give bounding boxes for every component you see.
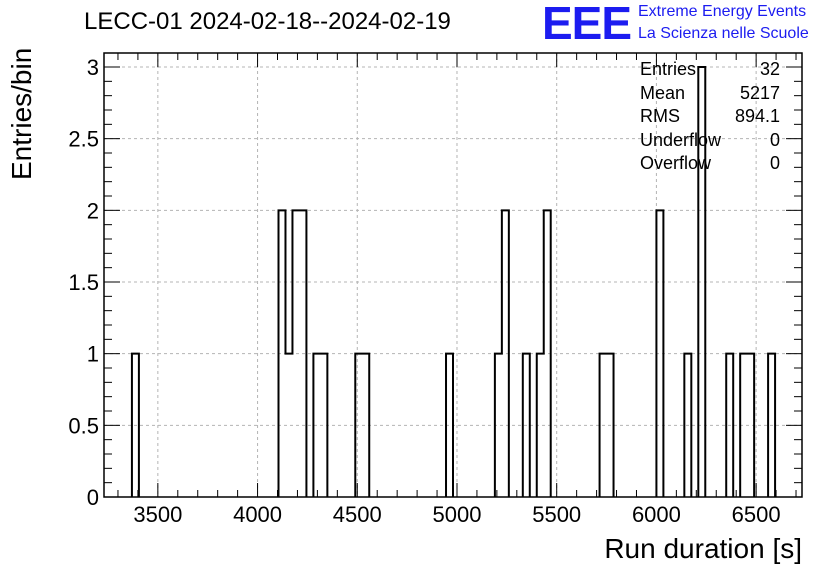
stat-label: Underflow	[640, 129, 722, 150]
y-tick-label: 2	[87, 198, 99, 223]
logo-line-1: Extreme Energy Events	[638, 3, 807, 20]
histogram-outline	[130, 66, 777, 497]
chart-title: LECC-01 2024-02-18--2024-02-19	[84, 8, 451, 35]
histogram-bars	[130, 66, 777, 497]
y-axis-label: Entries/bin	[6, 47, 37, 180]
stat-row-underflow: Underflow 0	[640, 129, 780, 153]
x-tick-label: 5500	[532, 502, 581, 527]
x-axis-label: Run duration [s]	[604, 533, 802, 564]
stat-row-mean: Mean 5217	[640, 82, 780, 106]
y-tick-label: 2.5	[68, 127, 99, 152]
stat-value: 5217	[739, 82, 780, 103]
stat-value: 32	[759, 59, 780, 79]
x-tick-label: 5000	[433, 502, 482, 527]
x-tick-label: 4500	[333, 502, 382, 527]
stat-value: 894.1	[734, 106, 780, 126]
y-tick-label: 0	[87, 485, 99, 510]
stat-label: Mean	[640, 82, 686, 103]
stat-row-rms: RMS 894.1	[640, 105, 780, 129]
y-tick-label: 1.5	[68, 270, 99, 295]
stat-value: 0	[769, 153, 780, 173]
eee-logo: EEE	[542, 0, 632, 49]
x-tick-label: 4000	[233, 502, 282, 527]
stat-row-overflow: Overflow 0	[640, 152, 780, 176]
stat-label: RMS	[640, 106, 680, 126]
y-tick-label: 1	[87, 342, 99, 367]
logo-line-2: La Scienza nelle Scuole	[638, 25, 809, 42]
plot-frame	[103, 52, 803, 498]
stat-value: 0	[769, 129, 780, 150]
x-tick-label: 6000	[632, 502, 681, 527]
x-tick-label: 6500	[732, 502, 781, 527]
y-tick-label: 0.5	[68, 413, 99, 438]
stat-label: Entries	[640, 59, 697, 79]
y-tick-label: 3	[87, 55, 99, 80]
axes: 3500 4000 4500 5000 5500 6000 6500 0 0.5 1 1.5 2 2.5…	[68, 52, 803, 527]
x-tick-label: 3500	[133, 502, 182, 527]
stats-box: Entries 32 Mean 5217 RMS 894.1 Underflow…	[640, 58, 780, 176]
stat-row-entries: Entries 32	[640, 58, 780, 82]
stat-label: Overflow	[640, 153, 712, 173]
